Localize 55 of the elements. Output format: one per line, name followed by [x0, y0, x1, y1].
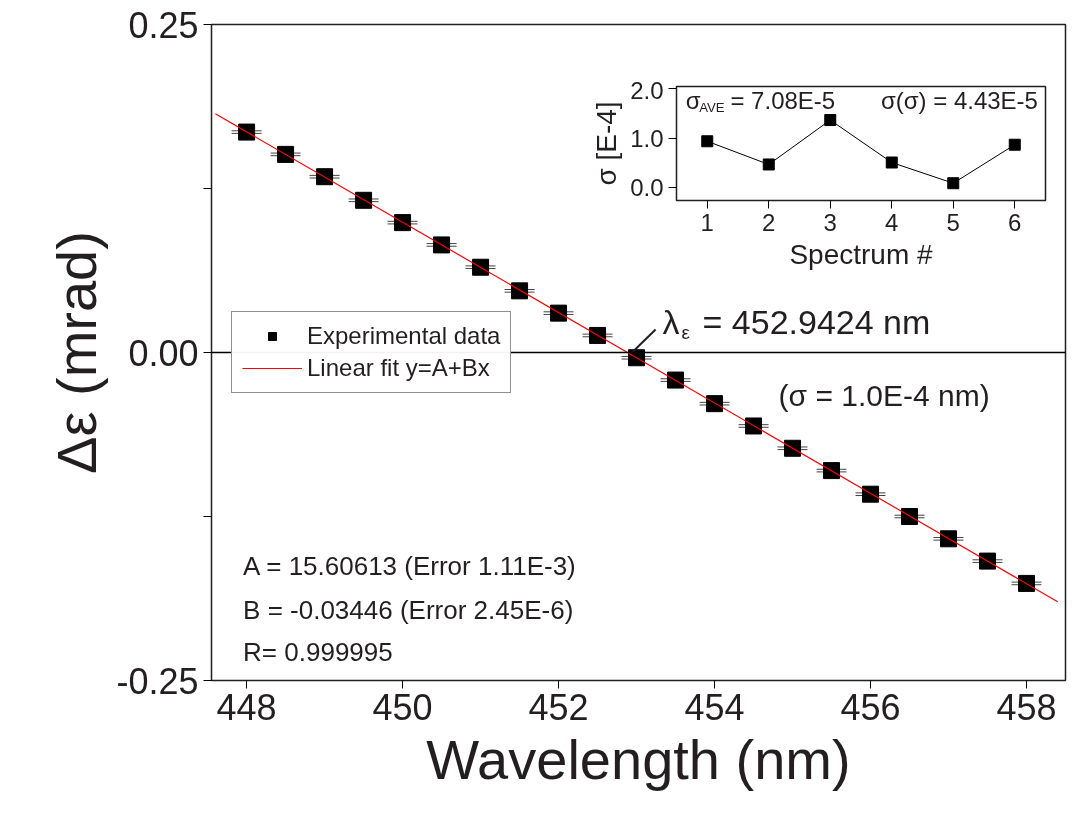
x-tick-label: 1 [700, 208, 714, 236]
annotation: A = 15.60613 (Error 1.11E-3) [243, 550, 576, 581]
point [745, 417, 763, 435]
y-tick-label: -0.25 [116, 660, 199, 702]
y-tick-label: 2.0 [630, 76, 664, 104]
point [762, 158, 775, 171]
x-tick-label: 6 [1008, 208, 1022, 236]
point [706, 395, 724, 413]
x-axis-title: Wavelength (nm) [426, 727, 851, 791]
point [394, 214, 412, 232]
point [862, 485, 880, 503]
point [979, 552, 997, 570]
point [701, 135, 714, 148]
point [355, 191, 373, 209]
point [824, 114, 837, 127]
point [238, 123, 256, 141]
y-tick-label: 0.0 [630, 174, 664, 202]
point [901, 508, 919, 525]
y-tick-label: 0.00 [128, 332, 199, 374]
x-axis-title: Spectrum # [789, 238, 934, 270]
point [940, 530, 958, 548]
x-tick-label: 456 [840, 686, 901, 728]
legend-label: Experimental data [307, 322, 501, 350]
point [667, 371, 685, 389]
annotation: (σ = 1.0E-4 nm) [778, 379, 990, 413]
point [589, 326, 607, 344]
y-tick-label: 0.25 [128, 4, 199, 46]
y-axis-title: Δε (mrad) [45, 231, 109, 474]
y-tick-label: 1.0 [630, 124, 664, 152]
y-axis-title: σ [E-4] [591, 101, 623, 186]
x-tick-label: 2 [762, 208, 776, 236]
x-tick-label: 458 [996, 686, 1057, 728]
legend-label: Linear fit y=A+Bx [307, 354, 490, 382]
x-tick-label: 4 [885, 208, 899, 236]
point [472, 258, 490, 276]
annotation: B = -0.03446 (Error 2.45E-6) [243, 595, 574, 626]
point [550, 304, 568, 322]
x-tick-label: 3 [823, 208, 837, 236]
x-tick-label: 5 [946, 208, 960, 236]
x-tick-label: 448 [216, 686, 277, 728]
x-tick-label: 450 [372, 686, 433, 728]
annotation: σ(σ) = 4.43E-5 [880, 86, 1038, 114]
point [823, 462, 841, 480]
point [277, 145, 295, 163]
point [885, 156, 898, 169]
point [1008, 138, 1021, 151]
point [784, 439, 802, 457]
point [316, 168, 334, 186]
annotation: R= 0.999995 [243, 637, 393, 668]
x-tick-label: 452 [528, 686, 589, 728]
point [511, 282, 529, 300]
point [947, 177, 960, 190]
point [1018, 574, 1035, 592]
x-tick-label: 454 [684, 686, 745, 728]
point [433, 236, 451, 254]
